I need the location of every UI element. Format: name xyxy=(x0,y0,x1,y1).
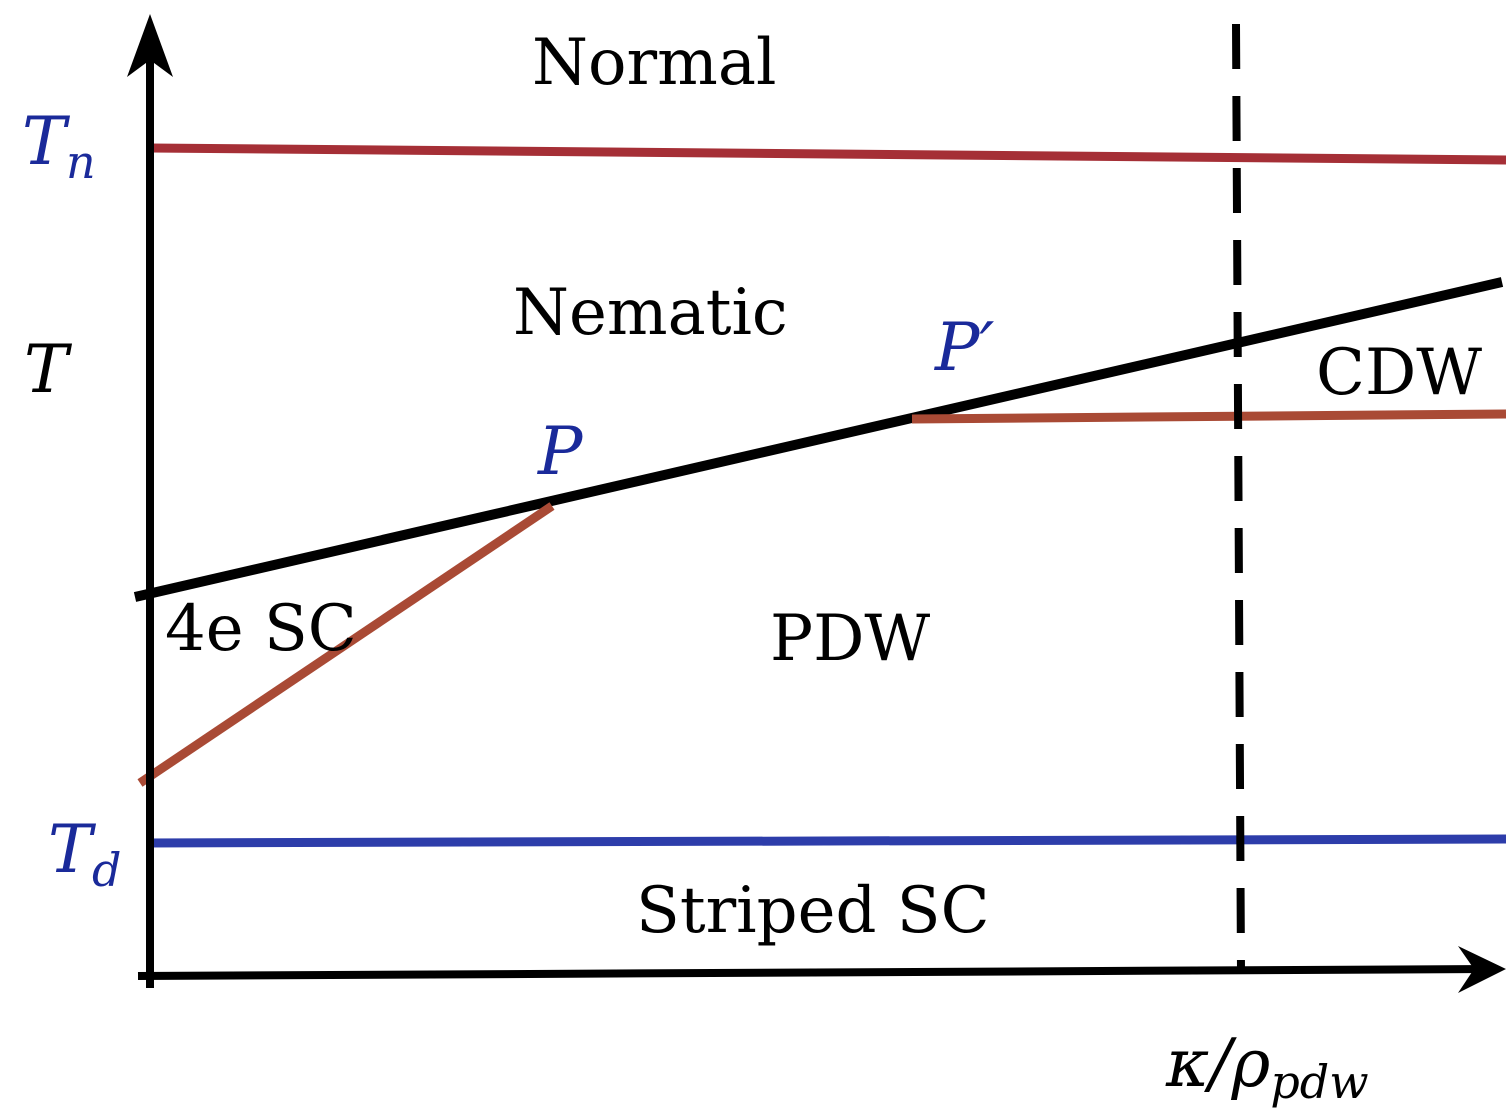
x-axis xyxy=(137,965,1491,980)
point-p-prime-label: P′ xyxy=(934,309,994,386)
cdw-transition-line xyxy=(911,409,1506,424)
x-axis-label: κ/ρpdw xyxy=(1165,1025,1369,1109)
region-normal-label: Normal xyxy=(532,26,776,100)
td-label-sub: d xyxy=(92,843,121,897)
td-transition-line xyxy=(145,834,1506,848)
tn-label-sub: n xyxy=(66,135,96,189)
region-pdw-label: PDW xyxy=(770,602,930,676)
td-label: Td xyxy=(48,811,121,897)
tn-label-main: T xyxy=(22,103,71,180)
region-four-e-sc-label: 4e SC xyxy=(165,592,357,666)
four-e-sc-transition-line xyxy=(137,502,555,787)
x-axis-label-sub: pdw xyxy=(1270,1055,1368,1109)
y-axis-label: T xyxy=(24,331,73,408)
point-p-label: P xyxy=(537,413,584,490)
region-nematic-label: Nematic xyxy=(513,276,788,350)
tn-transition-line xyxy=(149,143,1506,165)
region-cdw-label: CDW xyxy=(1316,336,1482,410)
y-axis-arrowhead xyxy=(127,14,173,77)
dashed-vertical-line xyxy=(1232,23,1245,973)
x-axis-label-main: κ/ρ xyxy=(1165,1025,1271,1102)
region-striped-sc-label: Striped SC xyxy=(636,874,990,948)
x-axis-arrowhead xyxy=(1458,946,1506,993)
tn-label: Tn xyxy=(22,103,96,189)
nematic-boundary-line xyxy=(133,277,1504,602)
td-label-main: T xyxy=(48,811,97,888)
